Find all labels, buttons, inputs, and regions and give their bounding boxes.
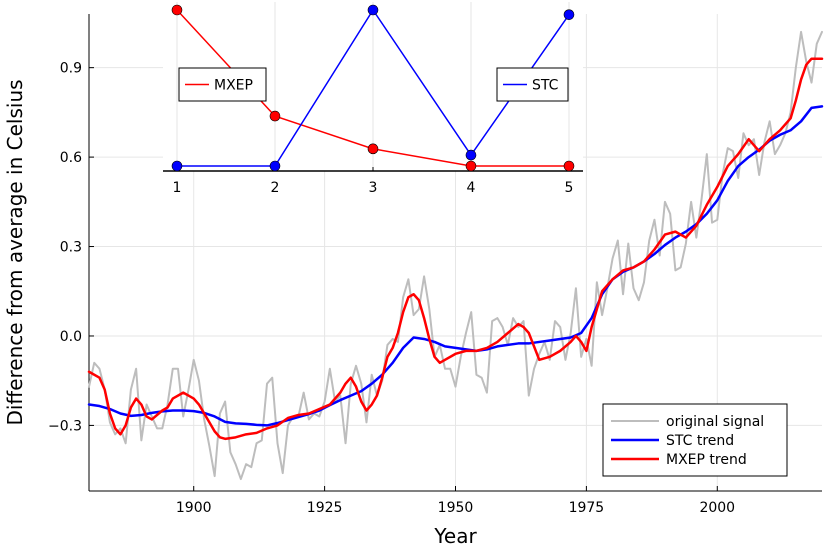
inset-x-tick-label: 4: [467, 180, 476, 196]
inset-point-mxep: [171, 4, 183, 16]
inset-point-mxep: [465, 160, 477, 172]
y-axis-label: Difference from average in Celsius: [3, 79, 27, 425]
legend-label-mxep-trend: MXEP trend: [666, 452, 747, 468]
inset-x-tick-label: 3: [369, 180, 378, 196]
inset-point-stc: [465, 149, 477, 161]
main-chart: 1900 1925 1950 1975 2000 −0.3 0.0 0.3 0.6 0.9 Year…: [3, 14, 824, 548]
x-axis-label: Year: [433, 524, 477, 548]
x-tick-label: 1950: [438, 500, 474, 516]
main-legend: original signal STC trend MXEP trend: [602, 403, 788, 477]
inset-legend-stc: STC: [496, 67, 569, 102]
inset-point-stc: [171, 160, 183, 172]
inset-point-mxep: [563, 160, 575, 172]
series-line-mxep-trend: [87, 57, 824, 441]
y-tick-label: −0.3: [48, 418, 82, 434]
y-tick-label: 0.0: [60, 329, 82, 345]
series-line-original-signal: [88, 30, 823, 481]
inset-x-tick-label: 5: [565, 180, 574, 196]
inset-point-stc: [367, 4, 379, 16]
inset-x-tick-label: 2: [271, 180, 280, 196]
main-ticks: 1900 1925 1950 1975 2000 −0.3 0.0 0.3 0.6 0.9: [48, 61, 735, 516]
inset-legend-mxep: MXEP: [178, 67, 267, 102]
legend-label-original-signal: original signal: [666, 414, 764, 430]
inset-point-stc: [563, 9, 575, 20]
x-tick-label: 2000: [699, 500, 735, 516]
inset-point-mxep: [367, 143, 379, 155]
legend-label-stc-trend: STC trend: [666, 433, 734, 449]
inset-legend-label: MXEP: [214, 78, 253, 94]
inset-chart: 1 2 3 4 5 MXEP STC: [163, 2, 583, 196]
inset-point-stc: [269, 160, 281, 172]
y-tick-label: 0.6: [60, 150, 82, 166]
inset-x-tick-label: 1: [173, 180, 182, 196]
inset-point-mxep: [269, 110, 281, 122]
inset-legend-label: STC: [532, 78, 559, 94]
x-tick-label: 1925: [307, 500, 343, 516]
y-tick-label: 0.3: [60, 240, 82, 256]
x-tick-label: 1975: [569, 500, 605, 516]
y-tick-label: 0.9: [60, 61, 82, 77]
x-tick-label: 1900: [176, 500, 212, 516]
